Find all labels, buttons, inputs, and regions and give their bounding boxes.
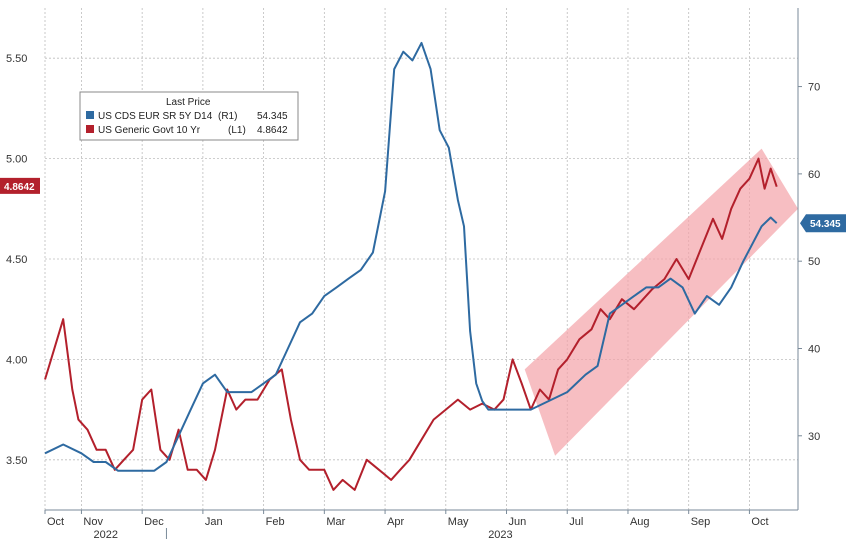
x-axis-month-label: Apr bbox=[387, 516, 404, 528]
right-axis-tick-label: 40 bbox=[808, 343, 820, 355]
right-axis-tick-label: 70 bbox=[808, 82, 820, 94]
right-axis-tick-label: 60 bbox=[808, 169, 820, 181]
legend-value-govt: 4.8642 bbox=[257, 125, 288, 136]
x-axis-month-label: Aug bbox=[630, 516, 650, 528]
last-value-tag-right-box bbox=[800, 214, 846, 233]
legend-swatch-cds bbox=[86, 111, 94, 119]
legend: Last Price US CDS EUR SR 5Y D14 (R1) 54.… bbox=[79, 91, 299, 141]
series-govt-10yr-line bbox=[44, 157, 778, 491]
x-axis-month-label: Oct bbox=[47, 516, 64, 528]
last-value-tag-left: 4.8642 bbox=[0, 177, 40, 194]
x-axis-month-label: Sep bbox=[691, 516, 711, 528]
series-cds-line bbox=[44, 41, 778, 472]
left-axis-tick-label: 4.50 bbox=[6, 254, 27, 266]
x-axis-month-label: Feb bbox=[266, 516, 285, 528]
legend-label-govt: US Generic Govt 10 Yr bbox=[98, 125, 201, 136]
legend-swatch-govt bbox=[86, 125, 94, 133]
x-axis-month-label: Nov bbox=[83, 516, 103, 528]
legend-axis-cds: (R1) bbox=[218, 111, 237, 122]
last-value-tag-left-text: 4.8642 bbox=[4, 182, 35, 193]
highlight-channel-layer bbox=[524, 148, 798, 456]
left-axis-tick-label: 3.50 bbox=[6, 455, 27, 467]
x-axis-year-label: 2022 bbox=[93, 529, 117, 539]
last-value-tag-left-box bbox=[0, 177, 40, 194]
x-axis-month-label: Mar bbox=[326, 516, 345, 528]
legend-value-cds: 54.345 bbox=[257, 111, 288, 122]
left-axis-tick-label: 4.00 bbox=[6, 354, 27, 366]
last-value-tag-right: 54.345 bbox=[800, 214, 846, 233]
left-axis-tick-label: 5.00 bbox=[6, 154, 27, 166]
x-axis-month-label: Jun bbox=[509, 516, 527, 528]
axis-layer: 3.50 4.00 4.50 5.00 5.50 30 40 50 60 70 Oct Nov Dec J… bbox=[6, 8, 820, 539]
right-axis-tick-label: 50 bbox=[808, 256, 820, 268]
x-axis-year-label: 2023 bbox=[488, 529, 512, 539]
legend-box bbox=[79, 91, 299, 141]
x-axis-month-label: Dec bbox=[144, 516, 164, 528]
highlight-channel bbox=[524, 148, 798, 456]
x-axis-month-label: Jan bbox=[205, 516, 223, 528]
legend-label-cds: US CDS EUR SR 5Y D14 bbox=[98, 111, 213, 122]
x-axis-month-label: Jul bbox=[569, 516, 583, 528]
legend-title: Last Price bbox=[166, 97, 211, 108]
series-layer bbox=[44, 41, 778, 491]
left-axis-tick-label: 5.50 bbox=[6, 53, 27, 65]
right-axis-tick-label: 30 bbox=[808, 431, 820, 443]
x-axis-month-label: May bbox=[448, 516, 469, 528]
last-value-tag-right-text: 54.345 bbox=[810, 219, 841, 230]
legend-axis-govt: (L1) bbox=[228, 125, 246, 136]
x-axis-month-label: Oct bbox=[751, 516, 768, 528]
